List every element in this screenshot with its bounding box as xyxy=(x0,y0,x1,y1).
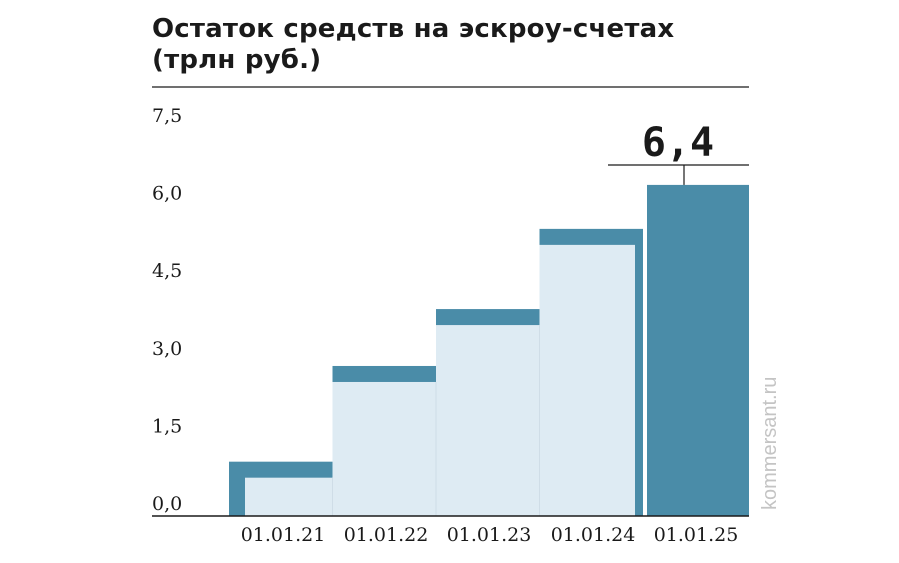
y-tick-label: 6,0 xyxy=(152,183,182,205)
y-tick-label: 7,5 xyxy=(152,105,182,127)
y-tick-label: 3,0 xyxy=(152,338,182,360)
y-tick-label: 0,0 xyxy=(152,493,182,515)
x-tick-label: 01.01.24 xyxy=(551,524,636,546)
step-fill xyxy=(539,244,635,516)
watermark: kommersant.ru xyxy=(759,377,781,510)
y-tick-layer: 0,0 1,5 3,0 4,5 6,0 7,5 xyxy=(152,105,182,515)
callout-layer: 6,4 xyxy=(608,120,749,185)
callout-value-label: 6,4 xyxy=(642,120,714,166)
step-fill xyxy=(332,381,436,516)
step-01.01.22 xyxy=(332,365,436,516)
step-01.01.23 xyxy=(436,309,540,516)
chart-title-line-1: Остаток средств на эскроу-счетах xyxy=(152,14,675,44)
x-tick-label: 01.01.23 xyxy=(447,524,532,546)
y-tick-label: 1,5 xyxy=(152,415,182,437)
x-tick-label: 01.01.22 xyxy=(344,524,429,546)
step-01.01.21 xyxy=(229,461,333,516)
chart-title-line-2: (трлн руб.) xyxy=(152,45,322,75)
area-layer xyxy=(229,184,749,516)
x-label-layer: 01.01.21 01.01.22 01.01.23 01.01.24 01.01.25 xyxy=(241,524,739,546)
step-fill xyxy=(436,325,540,516)
step-01.01.24 xyxy=(539,228,643,516)
y-tick-label: 4,5 xyxy=(152,260,182,282)
chart-title: Остаток средств на эскроу-счетах (трлн р… xyxy=(152,14,752,76)
x-tick-label: 01.01.25 xyxy=(654,524,739,546)
x-tick-label: 01.01.21 xyxy=(241,524,326,546)
highlight-bar xyxy=(647,184,749,516)
step-fill xyxy=(245,477,333,516)
